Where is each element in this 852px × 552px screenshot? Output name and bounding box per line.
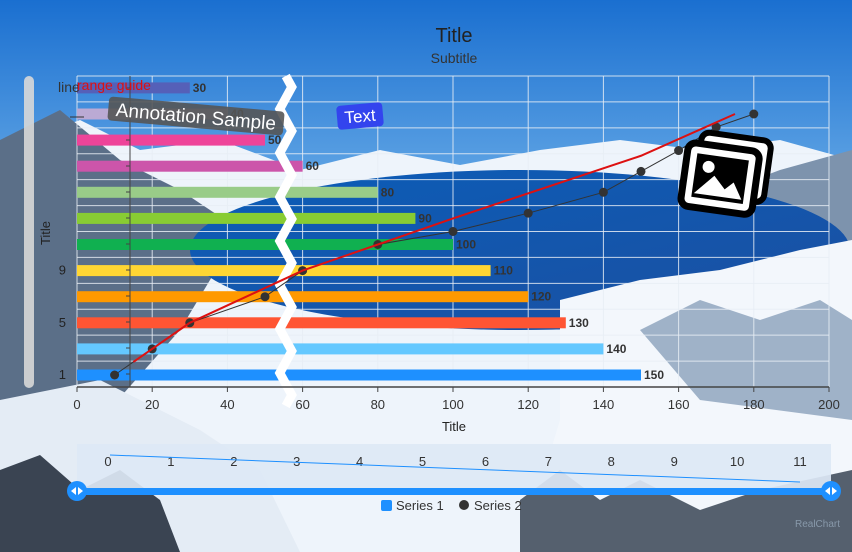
red-guide-line (132, 113, 736, 363)
x-tick-label: 80 (371, 397, 385, 412)
bar-value-label: 60 (306, 159, 320, 173)
bar[interactable] (77, 212, 416, 224)
navigator-tick-label: 4 (356, 454, 363, 469)
bar-value-label: 140 (606, 342, 626, 356)
series-2-point[interactable] (598, 187, 608, 197)
x-tick-label: 100 (442, 397, 464, 412)
navigator-range-bar[interactable] (77, 488, 831, 495)
navigator-tick-label: 3 (293, 454, 300, 469)
legend: Series 1 Series 2 (381, 498, 522, 513)
x-tick-label: 20 (145, 397, 159, 412)
y-axis-title: Title (38, 221, 53, 245)
navigator-tick-label: 9 (671, 454, 678, 469)
y-tick-label: 5 (59, 315, 66, 330)
series-2-point[interactable] (260, 292, 270, 302)
text-annotation: Text (336, 102, 384, 130)
axes: 0 20 40 60 80 100 120 140 160 180 200 Title Title 1 5 9 (38, 76, 840, 434)
x-tick-label: 120 (517, 397, 539, 412)
y-tick-label: 1 (59, 367, 66, 382)
navigator-tick-label: 1 (167, 454, 174, 469)
bar-value-label: 50 (268, 133, 282, 147)
series-2-point[interactable] (674, 146, 684, 156)
navigator-tick-label: 0 (104, 454, 111, 469)
bar-value-label: 100 (456, 238, 476, 252)
navigator-tick-label: 8 (608, 454, 615, 469)
navigator-tick-label: 10 (730, 454, 744, 469)
bar[interactable] (77, 160, 303, 172)
bar-value-label: 30 (193, 81, 207, 95)
bar[interactable] (77, 134, 265, 146)
legend-label-series-1: Series 1 (396, 498, 444, 513)
text-annotation-label: Text (344, 106, 377, 128)
series-2-point[interactable] (636, 166, 646, 176)
navigator-tick-label: 7 (545, 454, 552, 469)
vertical-scrollbar[interactable] (24, 76, 34, 388)
navigator-ticks: 0 1 2 3 4 5 6 7 8 9 10 11 (104, 454, 806, 469)
navigator-panel[interactable] (77, 444, 831, 490)
x-tick-label: 0 (73, 397, 80, 412)
bar[interactable] (77, 317, 566, 329)
navigator-right-handle-icon[interactable] (821, 481, 841, 501)
bar-value-label: 150 (644, 368, 664, 382)
bar[interactable] (77, 82, 190, 94)
bar-value-label: 120 (531, 290, 551, 304)
x-tick-label: 40 (220, 397, 234, 412)
bar[interactable] (77, 369, 641, 381)
chart-credit[interactable]: RealChart (795, 519, 840, 530)
legend-item-series-2[interactable]: Series 2 (459, 498, 522, 513)
bar[interactable] (77, 291, 529, 303)
range-guide-label: range guide (77, 77, 151, 93)
bar[interactable] (77, 186, 378, 198)
navigator-tick-label: 6 (482, 454, 489, 469)
series-2-point[interactable] (110, 370, 120, 380)
x-axis-title: Title (442, 419, 466, 434)
series-2-point[interactable] (749, 109, 759, 119)
x-tick-label: 60 (295, 397, 309, 412)
x-tick-label: 200 (818, 397, 840, 412)
bar-value-label: 130 (569, 316, 589, 330)
axis-break (274, 73, 297, 409)
bar-value-label: 80 (381, 185, 395, 199)
series-2-point[interactable] (523, 208, 533, 218)
bar-value-label: 90 (418, 211, 432, 225)
x-tick-label: 160 (668, 397, 690, 412)
bar[interactable] (77, 343, 604, 355)
navigator-tick-label: 11 (793, 454, 807, 469)
x-tick-label: 180 (743, 397, 765, 412)
navigator-tick-label: 5 (419, 454, 426, 469)
series-2-point[interactable] (711, 122, 721, 132)
series-lines (110, 109, 759, 380)
legend-label-series-2: Series 2 (474, 498, 522, 513)
navigator-left-handle-icon[interactable] (67, 481, 87, 501)
series-2-point[interactable] (448, 226, 458, 236)
chart-title: Title (435, 25, 472, 47)
navigator-series-line (109, 454, 801, 483)
navigator-tick-label: 2 (230, 454, 237, 469)
chart-subtitle: Subtitle (431, 50, 478, 66)
bar[interactable] (77, 239, 453, 250)
image-icon (677, 129, 774, 218)
bar-value-label: 110 (494, 264, 514, 278)
legend-marker-series-2 (459, 500, 469, 510)
legend-item-series-1[interactable]: Series 1 (381, 498, 444, 513)
y-tick-label: 9 (59, 263, 66, 278)
axis-break-mark (274, 73, 297, 409)
legend-marker-series-1 (381, 500, 392, 511)
x-tick-label: 140 (593, 397, 615, 412)
line-guide-label: line (58, 79, 80, 95)
